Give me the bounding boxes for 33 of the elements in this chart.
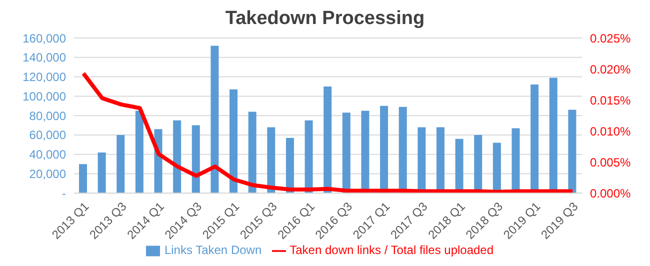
y-tick-label: 100,000 xyxy=(22,89,66,104)
y-tick-label: 60,000 xyxy=(29,128,66,142)
y2-tick-label: 0.020% xyxy=(590,62,632,76)
bar xyxy=(230,89,238,194)
bar xyxy=(210,46,219,194)
bar xyxy=(286,138,294,194)
bar xyxy=(192,125,200,194)
y2-tick-label: 0.000% xyxy=(590,186,632,200)
bar xyxy=(135,110,144,194)
bar xyxy=(79,164,87,194)
legend-label: Links Taken Down xyxy=(164,243,262,258)
y-tick-label: - xyxy=(62,186,66,200)
y-tick-label: 80,000 xyxy=(29,108,66,123)
y2-tick-label: 0.010% xyxy=(590,124,632,138)
bar xyxy=(173,120,182,194)
bar xyxy=(568,110,576,194)
y-tick-label: 120,000 xyxy=(22,70,66,84)
bar xyxy=(116,134,125,194)
y-tick-label: 160,000 xyxy=(22,31,66,46)
y2-tick-label: 0.025% xyxy=(590,31,632,46)
y-tick-label: 140,000 xyxy=(22,50,66,65)
line-series xyxy=(81,71,575,194)
bar xyxy=(267,127,276,194)
legend-label: Taken down links / Total files uploaded xyxy=(290,243,494,258)
y-tick-label: 40,000 xyxy=(29,148,66,162)
y2-tick-label: 0.005% xyxy=(590,155,632,170)
y-tick-label: 20,000 xyxy=(29,167,66,182)
bar xyxy=(98,152,106,194)
chart-title: Takedown Processing xyxy=(225,8,425,29)
bar xyxy=(248,112,256,194)
y2-tick-label: 0.015% xyxy=(590,93,632,108)
bar xyxy=(324,86,332,194)
bar xyxy=(304,120,313,194)
